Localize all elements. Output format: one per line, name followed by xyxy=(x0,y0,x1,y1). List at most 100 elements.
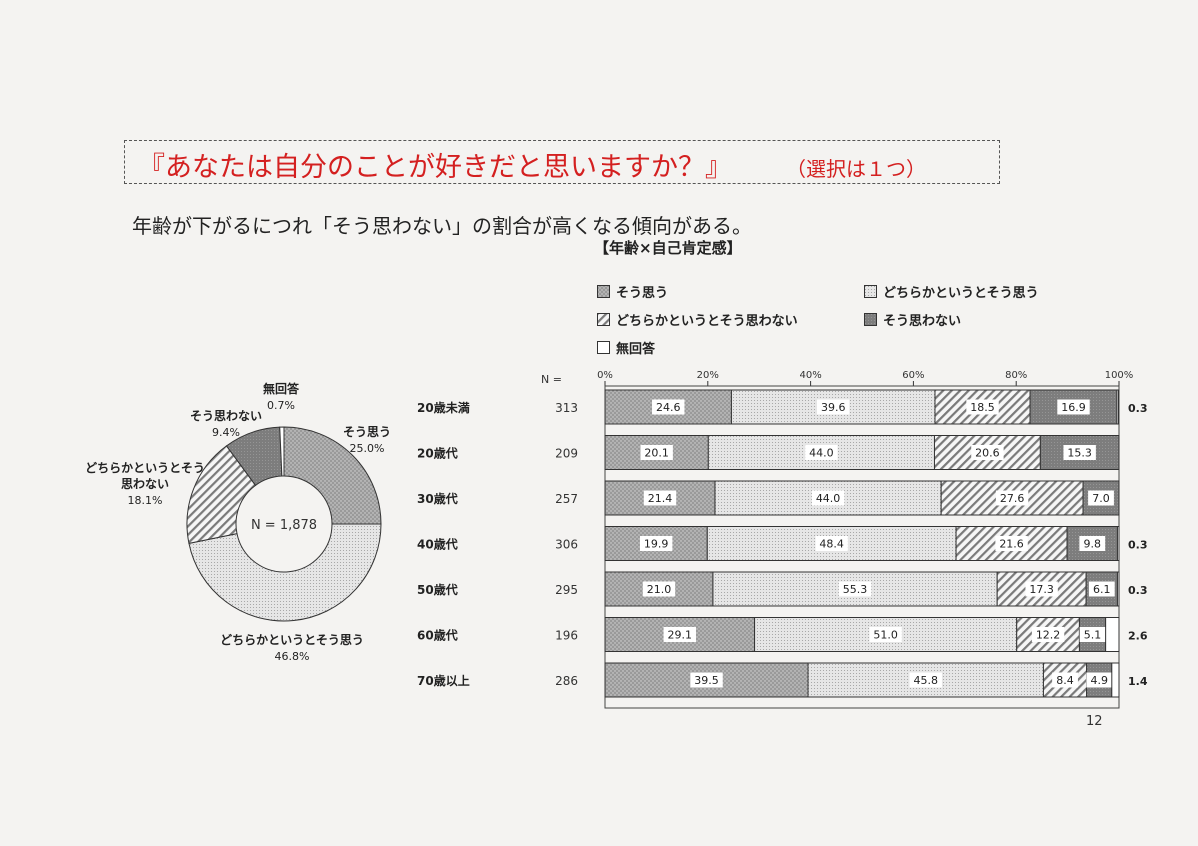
data-label-box xyxy=(643,490,677,506)
donut-chart: N = 1,878 そう思う 25.0% どちらかというとそう思う 46.8% どちらかと… xyxy=(85,381,391,663)
data-label: 29.1 xyxy=(668,629,693,642)
data-label-box xyxy=(1088,490,1114,506)
bar-segment xyxy=(1105,617,1120,652)
x-tick-label: 80% xyxy=(1005,370,1027,381)
legend-item-no-answer: 無回答 xyxy=(597,338,655,357)
data-label-box xyxy=(909,672,942,688)
data-label-box xyxy=(805,445,838,460)
donut-slice-value: 18.1% xyxy=(128,494,163,507)
legend-label-agree: そう思う xyxy=(616,286,669,301)
sample-size-label: 286 xyxy=(555,674,578,688)
data-label-box xyxy=(815,536,848,551)
title-box xyxy=(124,140,1000,184)
data-label: 48.4 xyxy=(819,538,844,551)
donut-slice-label: 無回答 xyxy=(263,381,300,396)
donut-slice-label: 思わない xyxy=(121,477,169,491)
stacked-bar-chart: 0% 20% 40% 60% 80% 100% 20歳未満 313 24.6 39.6 18.5 16… xyxy=(417,370,1148,709)
data-label: 55.3 xyxy=(843,583,868,596)
donut-slice-value: 46.8% xyxy=(275,650,310,663)
category-label: 50歳代 xyxy=(417,582,458,597)
bar-segment xyxy=(1042,662,1088,698)
donut-slice-value: 25.0% xyxy=(350,442,385,455)
legend-swatch-somewhat-agree xyxy=(864,285,877,298)
data-label-box xyxy=(838,581,872,597)
data-label-box xyxy=(1052,672,1078,688)
x-tick-label: 100% xyxy=(1105,370,1134,381)
data-label-box xyxy=(1086,672,1113,688)
bar-segment xyxy=(1116,571,1120,607)
donut-center-label: N = 1,878 xyxy=(251,518,317,533)
data-label: 12.2 xyxy=(1036,629,1061,642)
data-label: 45.8 xyxy=(913,674,938,687)
sample-size-label: 196 xyxy=(555,629,578,643)
data-label-box xyxy=(1088,581,1115,597)
data-label: 51.0 xyxy=(873,629,898,642)
donut-slice-value: 9.4% xyxy=(212,426,240,439)
data-label: 20.1 xyxy=(644,447,669,460)
selection-note: （選択は１つ） xyxy=(786,157,926,181)
data-label: 21.4 xyxy=(648,492,673,505)
data-label: 16.9 xyxy=(1061,401,1086,414)
legend-label-somewhat-agree: どちらかというとそう思う xyxy=(883,286,1039,301)
data-label: 24.6 xyxy=(656,401,681,414)
donut-slice xyxy=(283,426,382,525)
donut-slice-label: そう思わない xyxy=(190,409,262,423)
category-label: 20歳代 xyxy=(417,446,458,461)
data-label-box xyxy=(971,445,1004,460)
category-label: 70歳以上 xyxy=(417,673,470,688)
legend-swatch-no-answer xyxy=(597,341,610,354)
legend-swatch-somewhat-disagree xyxy=(597,313,610,326)
category-label: 30歳代 xyxy=(417,491,458,506)
data-label-box xyxy=(690,672,723,688)
donut-slice-label: そう思う xyxy=(343,425,391,439)
cross-tab-title: 【年齢×自己肯定感】 xyxy=(594,239,742,257)
category-label: 40歳代 xyxy=(417,537,458,552)
data-label-box xyxy=(639,536,673,551)
donut-slice xyxy=(279,426,285,477)
data-label: 6.1 xyxy=(1093,583,1111,596)
x-tick-label: 40% xyxy=(799,370,821,381)
no-answer-label: 2.6 xyxy=(1128,630,1148,643)
data-label-box xyxy=(1057,399,1090,415)
data-label-box xyxy=(1031,627,1065,642)
no-answer-label: 0.3 xyxy=(1128,539,1148,552)
legend-label-disagree: そう思わない xyxy=(883,314,962,329)
legend-label-no-answer: 無回答 xyxy=(616,342,656,357)
bar-segment xyxy=(1116,389,1119,425)
legend-item-agree: そう思う xyxy=(597,282,668,301)
legend-swatch-disagree xyxy=(864,313,877,326)
legend-label-somewhat-disagree: どちらかというとそう思わない xyxy=(616,314,798,329)
data-label: 9.8 xyxy=(1084,538,1102,551)
summary-text: 年齢が下がるにつれ「そう思わない」の割合が高くなる傾向がある。 xyxy=(132,214,752,238)
data-label: 44.0 xyxy=(809,447,834,460)
no-answer-label: 0.3 xyxy=(1128,584,1148,597)
data-label: 39.6 xyxy=(821,401,846,414)
data-label-box xyxy=(966,399,999,415)
data-label: 44.0 xyxy=(816,492,841,505)
data-label-box xyxy=(1063,445,1096,460)
data-label: 4.9 xyxy=(1090,674,1108,687)
bar-segment xyxy=(1116,526,1120,561)
n-column-header: N = xyxy=(541,373,562,386)
sample-size-label: 257 xyxy=(555,492,578,506)
data-label: 18.5 xyxy=(970,401,995,414)
data-label: 21.6 xyxy=(999,538,1024,551)
x-tick-label: 60% xyxy=(902,370,924,381)
category-label: 20歳未満 xyxy=(417,400,470,415)
data-label: 19.9 xyxy=(644,538,669,551)
data-label-box xyxy=(640,445,673,460)
data-label-box xyxy=(1079,627,1106,642)
data-label-box xyxy=(995,536,1028,551)
data-label-box xyxy=(811,490,845,506)
data-label-box xyxy=(869,627,902,642)
data-label: 39.5 xyxy=(694,674,719,687)
legend-item-somewhat-disagree: どちらかというとそう思わない xyxy=(597,310,798,329)
data-label: 15.3 xyxy=(1067,447,1092,460)
x-tick-label: 20% xyxy=(697,370,719,381)
sample-size-label: 313 xyxy=(555,401,578,415)
data-label: 27.6 xyxy=(1000,492,1025,505)
data-label: 17.3 xyxy=(1029,583,1054,596)
donut-slice-label: どちらかというとそう思う xyxy=(220,633,364,647)
data-label-box xyxy=(652,399,685,415)
